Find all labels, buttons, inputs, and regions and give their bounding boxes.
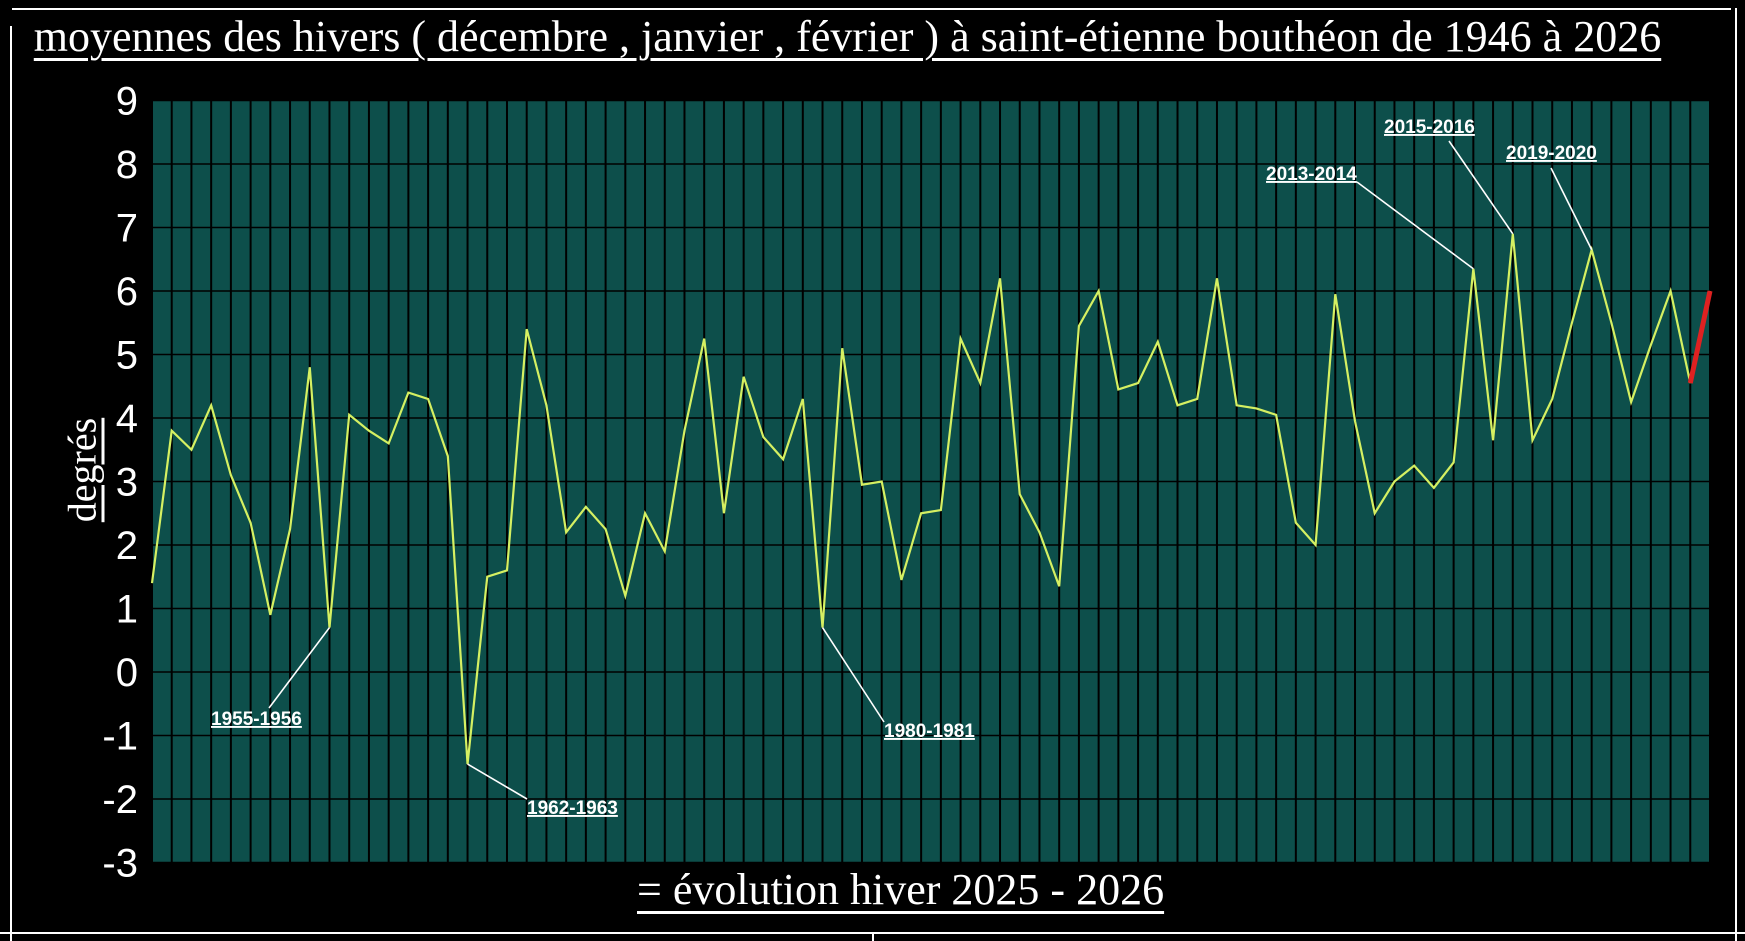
frame-left-border — [10, 26, 12, 941]
y-tick-label: -1 — [102, 715, 138, 759]
bottom-cell-divider — [872, 932, 874, 941]
annotation-line — [1550, 167, 1593, 251]
annotation-line — [467, 763, 528, 800]
y-tick-label: -2 — [102, 778, 138, 822]
chart-legend: = évolution hiver 2025 - 2026 — [455, 866, 1164, 914]
annotation-label: 2013-2014 — [1266, 164, 1357, 185]
annotation-label: 1962-1963 — [527, 798, 618, 819]
legend-red-line-swatch — [455, 888, 607, 893]
y-tick-label: 5 — [116, 334, 138, 378]
y-axis-tick-labels: 9 8 7 6 5 4 3 2 1 0 -1 -2 -3 — [102, 80, 138, 886]
annotation-label: 1980-1981 — [884, 721, 975, 742]
annotation-line — [1448, 140, 1514, 235]
annotation-label: 1955-1956 — [211, 709, 302, 730]
frame-right-border — [1735, 8, 1737, 941]
legend-label: = évolution hiver 2025 - 2026 — [637, 865, 1165, 914]
y-tick-label: 3 — [116, 461, 138, 505]
y-tick-label: 1 — [116, 588, 138, 632]
horizontal-gridlines — [152, 99, 1710, 864]
y-tick-label: 9 — [116, 80, 138, 124]
annotation-callouts: 1955-1956 1962-1963 1980-1981 2013-2014 2015… — [211, 117, 1597, 819]
evolution-2025-2026-line — [1687, 290, 1713, 384]
y-tick-label: 4 — [116, 397, 138, 441]
y-tick-label: 8 — [116, 143, 138, 187]
frame-top-border — [12, 8, 1731, 10]
y-tick-label: -3 — [102, 842, 138, 886]
temperature-series-line — [150, 233, 1712, 765]
y-tick-label: 2 — [116, 524, 138, 568]
y-tick-label: 0 — [116, 651, 138, 695]
y-tick-label: 6 — [116, 270, 138, 314]
y-tick-label: 7 — [116, 207, 138, 251]
vertical-gridlines — [151, 100, 1711, 863]
annotation-label: 2019-2020 — [1506, 143, 1597, 164]
annotation-line — [1356, 181, 1474, 270]
annotation-line — [268, 627, 331, 709]
annotation-label: 2015-2016 — [1384, 117, 1475, 138]
annotation-line — [821, 627, 885, 723]
chart-title: moyennes des hivers ( décembre , janvier… — [33, 12, 1662, 61]
